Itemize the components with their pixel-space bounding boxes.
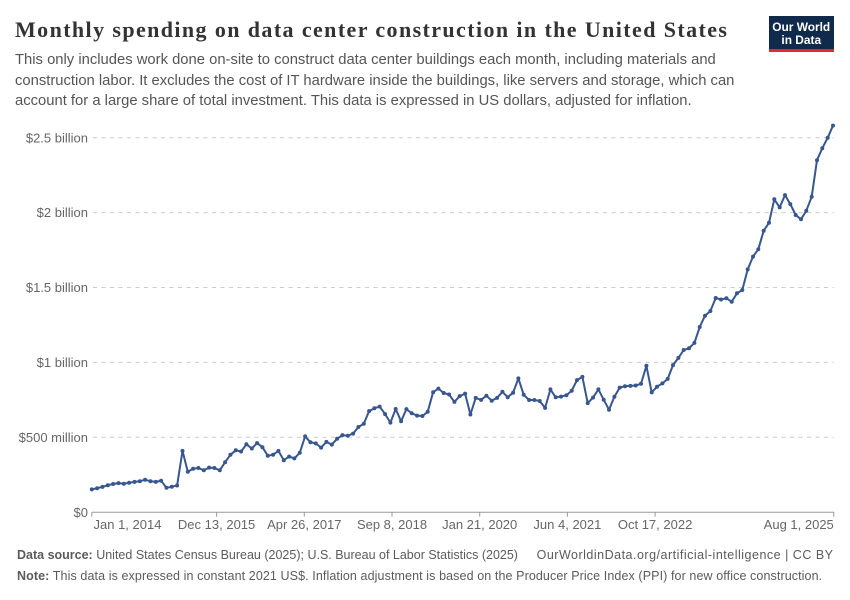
svg-text:Jan 21, 2020: Jan 21, 2020 bbox=[442, 517, 517, 532]
svg-text:Apr 26, 2017: Apr 26, 2017 bbox=[267, 517, 341, 532]
svg-text:$2 billion: $2 billion bbox=[37, 205, 88, 220]
svg-text:$0: $0 bbox=[74, 505, 88, 520]
svg-text:$500 million: $500 million bbox=[19, 430, 88, 445]
svg-text:Jan 1, 2014: Jan 1, 2014 bbox=[94, 517, 162, 532]
svg-text:$1 billion: $1 billion bbox=[37, 355, 88, 370]
svg-text:Dec 13, 2015: Dec 13, 2015 bbox=[178, 517, 255, 532]
svg-text:Oct 17, 2022: Oct 17, 2022 bbox=[618, 517, 692, 532]
svg-text:Sep 8, 2018: Sep 8, 2018 bbox=[357, 517, 427, 532]
svg-text:$1.5 billion: $1.5 billion bbox=[26, 280, 88, 295]
svg-text:$2.5 billion: $2.5 billion bbox=[26, 130, 88, 145]
svg-text:Jun 4, 2021: Jun 4, 2021 bbox=[533, 517, 601, 532]
svg-text:Aug 1, 2025: Aug 1, 2025 bbox=[764, 517, 834, 532]
